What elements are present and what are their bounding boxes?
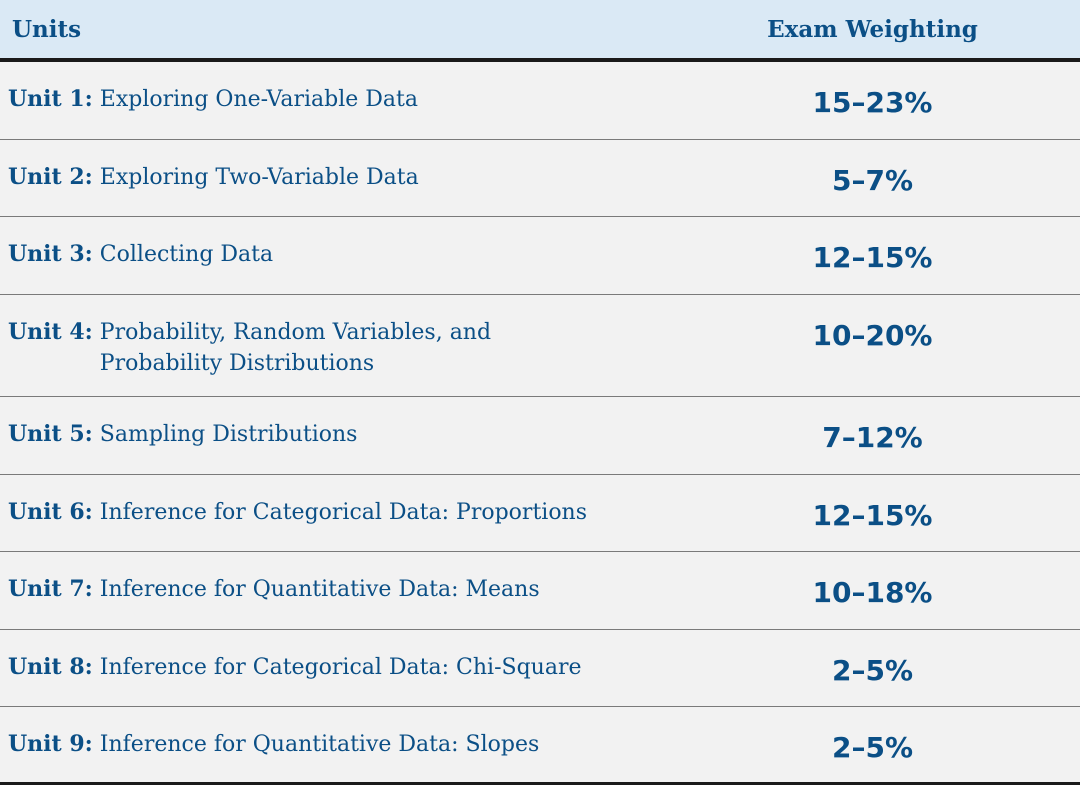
unit-number: Unit 4: xyxy=(8,318,93,345)
weighting-value: 7–12% xyxy=(822,421,923,454)
weighting-value: 12–15% xyxy=(812,241,933,274)
unit-cell: Unit 1: Exploring One-Variable Data xyxy=(0,62,700,115)
unit-number: Unit 2: xyxy=(8,163,93,190)
unit-title: Collecting Data xyxy=(99,242,274,267)
unit-cell: Unit 7: Inference for Quantitative Data:… xyxy=(0,552,700,605)
table-row: Unit 6: Inference for Categorical Data: … xyxy=(0,474,1080,552)
unit-number: Unit 9: xyxy=(8,731,93,757)
unit-number: Unit 3: xyxy=(8,241,93,267)
table-row: Unit 2: Exploring Two-Variable Data 5–7% xyxy=(0,139,1080,217)
unit-title: Inference for Categorical Data: Chi-Squa… xyxy=(99,654,582,680)
unit-title: Exploring Two-Variable Data xyxy=(99,164,419,190)
table-row: Unit 3: Collecting Data 12–15% xyxy=(0,217,1080,295)
unit-cell: Unit 9: Inference for Quantitative Data:… xyxy=(0,707,700,760)
weighting-value: 10–18% xyxy=(812,576,933,609)
unit-number: Unit 8: xyxy=(8,653,93,680)
unit-cell: Unit 8: Inference for Categorical Data: … xyxy=(0,630,700,683)
unit-title: Inference for Quantitative Data: Slopes xyxy=(99,732,540,757)
exam-weighting-column-header: Exam Weighting xyxy=(767,15,978,43)
weighting-value: 2–5% xyxy=(831,653,914,687)
weighting-value: 5–7% xyxy=(831,163,914,197)
table-row: Unit 8: Inference for Categorical Data: … xyxy=(0,629,1080,707)
unit-number: Unit 7: xyxy=(8,576,93,602)
unit-number: Unit 5: xyxy=(8,421,93,447)
weighting-value: 15–23% xyxy=(812,86,933,119)
weighting-value: 10–20% xyxy=(812,318,933,352)
unit-title: Sampling Distributions xyxy=(99,422,358,447)
table-header: Units Exam Weighting xyxy=(0,0,1080,62)
unit-title: Probability, Random Variables, and Proba… xyxy=(99,319,492,376)
unit-cell: Unit 6: Inference for Categorical Data: … xyxy=(0,475,700,528)
unit-cell: Unit 3: Collecting Data xyxy=(0,217,700,270)
unit-title: Inference for Quantitative Data: Means xyxy=(99,577,540,602)
unit-number: Unit 6: xyxy=(8,498,93,525)
table-row: Unit 7: Inference for Quantitative Data:… xyxy=(0,552,1080,630)
unit-cell: Unit 5: Sampling Distributions xyxy=(0,397,700,450)
unit-title: Inference for Categorical Data: Proporti… xyxy=(99,499,588,525)
unit-title: Exploring One-Variable Data xyxy=(99,87,418,112)
units-column-header: Units xyxy=(12,15,82,43)
table-row: Unit 4: Probability, Random Variables, a… xyxy=(0,294,1080,397)
weighting-value: 2–5% xyxy=(831,731,914,764)
unit-cell: Unit 4: Probability, Random Variables, a… xyxy=(0,295,700,379)
unit-number: Unit 1: xyxy=(8,86,93,112)
unit-cell: Unit 2: Exploring Two-Variable Data xyxy=(0,140,700,193)
table-row: Unit 9: Inference for Quantitative Data:… xyxy=(0,707,1080,785)
table-row: Unit 1: Exploring One-Variable Data 15–2… xyxy=(0,62,1080,140)
table-row: Unit 5: Sampling Distributions 7–12% xyxy=(0,397,1080,475)
weighting-value: 12–15% xyxy=(812,498,933,532)
